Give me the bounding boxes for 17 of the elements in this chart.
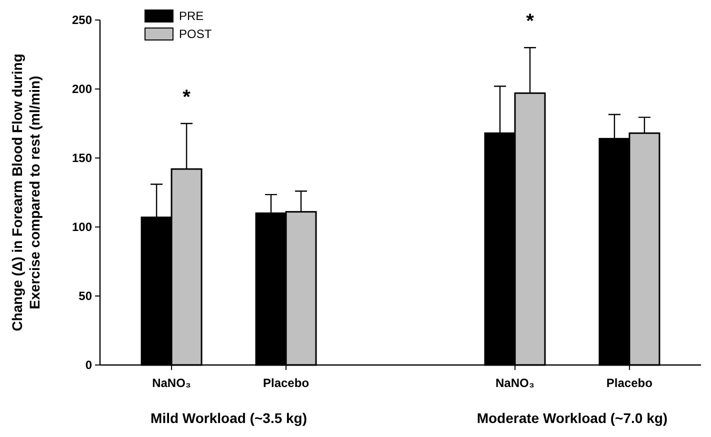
data-label: *: [526, 10, 534, 33]
y-tick-label: 150: [72, 151, 92, 166]
x-tick-label: NaNO₃: [152, 376, 191, 390]
data-label: *: [182, 86, 191, 108]
x-tick-label: Placebo: [263, 376, 310, 390]
legend-label: POST: [179, 27, 212, 42]
x-tick-label: NaNO₃: [496, 376, 534, 390]
y-tick-label: 200: [72, 82, 92, 96]
y-tick-label: 100: [72, 220, 92, 234]
x-tick-label: Placebo: [606, 376, 652, 390]
legend-label: PRE: [179, 9, 204, 24]
text: Moderate Workload (~7.0 kg): [476, 410, 668, 426]
y-axis-title: Change (Δ) in Forearm Blood Flow during Exercise compared to rest (ml/min): [9, 54, 42, 332]
y-tick-label: 0: [85, 358, 92, 372]
y-tick-label: 50: [78, 289, 92, 304]
y-tick-label: 250: [72, 13, 92, 28]
text: Mild Workload (~3.5 kg): [150, 410, 308, 426]
